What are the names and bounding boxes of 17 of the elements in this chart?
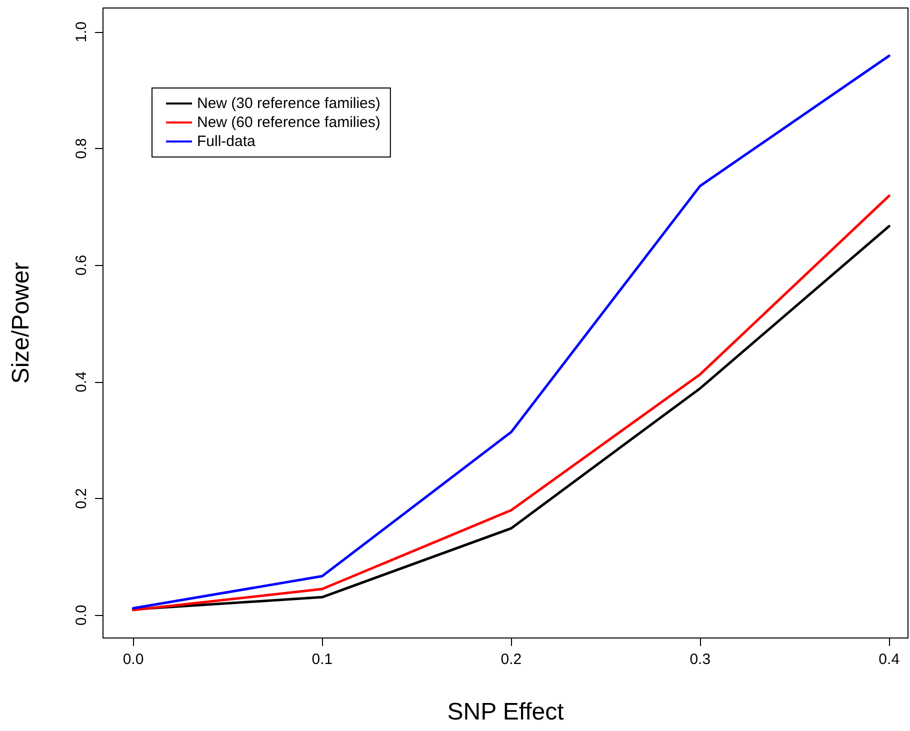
x-tick-label: 0.1 <box>312 651 333 668</box>
x-tick-label: 0.4 <box>878 651 900 668</box>
x-tick-label: 0.3 <box>690 651 711 668</box>
y-tick-label: 0.2 <box>73 488 90 510</box>
line-series <box>132 54 890 610</box>
legend-label: Full-data <box>197 133 256 150</box>
y-tick-label: 0.0 <box>73 604 90 626</box>
y-tick-label: 0.6 <box>73 254 90 276</box>
y-axis-title: Size/Power <box>8 262 34 384</box>
legend-label: New (30 reference families) <box>197 95 380 112</box>
legend-label: New (60 reference families) <box>197 114 380 131</box>
x-axis-title: SNP Effect <box>447 698 564 726</box>
x-tick-label: 0.0 <box>122 651 144 668</box>
x-tick-label: 0.2 <box>500 651 522 668</box>
y-tick-label: 0.4 <box>73 371 90 392</box>
y-tick-label: 1.0 <box>73 21 90 42</box>
y-tick-label: 0.8 <box>73 138 90 160</box>
